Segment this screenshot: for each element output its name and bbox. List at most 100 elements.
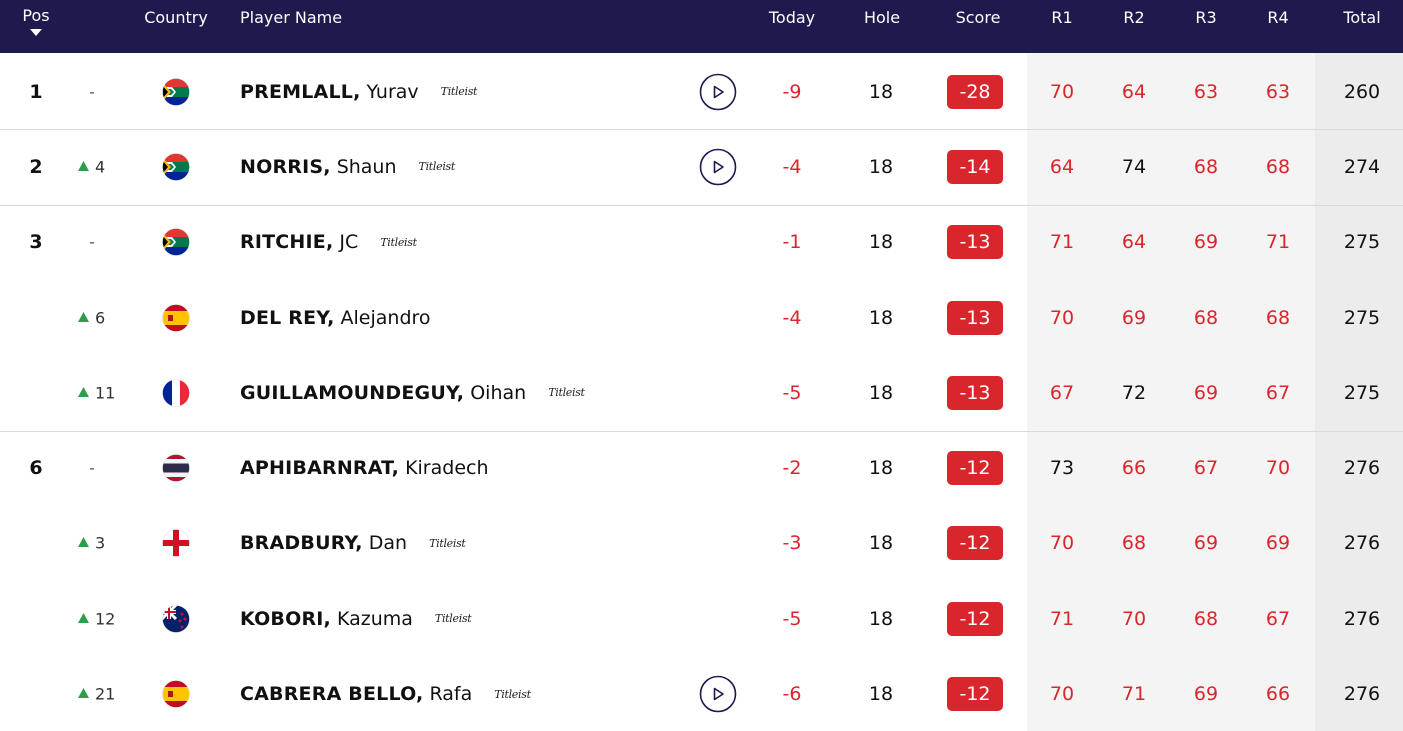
surname: APHIBARNRAT, xyxy=(240,457,400,480)
col-hole: Hole xyxy=(863,8,901,27)
position: 3 xyxy=(29,231,43,254)
round-score: 71 xyxy=(1265,231,1291,254)
round-score: 67 xyxy=(1049,381,1075,404)
round-score: 67 xyxy=(1193,457,1219,480)
round-score: 70 xyxy=(1049,306,1075,329)
round-score: 72 xyxy=(1121,381,1147,404)
sort-caret[interactable] xyxy=(30,29,42,36)
player[interactable]: KOBORI, Kazuma Titleist xyxy=(240,608,472,630)
play-video[interactable] xyxy=(699,675,737,713)
country-flag xyxy=(162,680,190,708)
round-score: 63 xyxy=(1193,80,1219,103)
move: 3 xyxy=(95,533,106,553)
player[interactable]: NORRIS, Shaun Titleist xyxy=(240,156,455,178)
round-score: 71 xyxy=(1049,231,1075,254)
round-score: 63 xyxy=(1265,80,1291,103)
round-score: 69 xyxy=(1193,532,1219,555)
score: -12 xyxy=(947,451,1003,486)
player[interactable]: RITCHIE, JC Titleist xyxy=(240,231,417,253)
hole: 18 xyxy=(868,457,894,480)
hole: 18 xyxy=(868,80,894,103)
country-flag xyxy=(162,77,190,106)
first-name: Dan xyxy=(368,532,408,555)
total: 275 xyxy=(1343,306,1381,329)
round-score: 69 xyxy=(1193,381,1219,404)
hole: 18 xyxy=(868,683,894,706)
total: 275 xyxy=(1343,381,1381,404)
total: 276 xyxy=(1343,532,1381,555)
today: -3 xyxy=(782,532,802,555)
move: 12 xyxy=(95,609,116,629)
surname: DEL REY, xyxy=(240,306,335,329)
first-name: Alejandro xyxy=(340,306,431,329)
score: -12 xyxy=(947,601,1003,636)
hole: 18 xyxy=(868,607,894,630)
surname: PREMLALL, xyxy=(240,80,361,103)
total-bg xyxy=(1315,53,1403,731)
move-up-arrow xyxy=(78,688,89,699)
move-up-arrow xyxy=(78,311,89,322)
brand-logo: Titleist xyxy=(434,612,472,626)
surname: CABRERA BELLO, xyxy=(240,683,424,706)
first-name: Oihan xyxy=(470,381,527,404)
player[interactable]: PREMLALL, Yurav Titleist xyxy=(240,81,477,103)
today: -5 xyxy=(782,607,802,630)
surname: BRADBURY, xyxy=(240,532,363,555)
row-separator xyxy=(0,430,1403,432)
brand-logo: Titleist xyxy=(429,536,466,550)
player[interactable]: GUILLAMOUNDEGUY, Oihan Titleist xyxy=(240,382,585,404)
move: 21 xyxy=(95,684,116,704)
round-score: 68 xyxy=(1265,155,1291,178)
first-name: Kiradech xyxy=(405,457,489,480)
score: -12 xyxy=(947,677,1003,712)
position: 1 xyxy=(29,80,43,103)
col-country: Country xyxy=(144,8,208,27)
col-today: Today xyxy=(768,8,816,27)
today: -6 xyxy=(782,683,802,706)
move: 11 xyxy=(95,383,116,403)
play-video[interactable] xyxy=(699,73,737,111)
brand-logo: Titleist xyxy=(548,386,585,400)
col-player: Player Name xyxy=(240,8,343,27)
player[interactable]: CABRERA BELLO, Rafa Titleist xyxy=(240,683,531,705)
col-r2: R2 xyxy=(1123,8,1145,27)
total: 276 xyxy=(1343,457,1381,480)
country-flag xyxy=(162,529,190,558)
today: -2 xyxy=(782,457,802,480)
country-flag xyxy=(162,454,190,482)
move-up-arrow xyxy=(78,386,89,397)
play-video[interactable] xyxy=(699,148,737,186)
today: -5 xyxy=(782,381,802,404)
today: -4 xyxy=(782,155,802,178)
round-score: 67 xyxy=(1265,607,1291,630)
round-score: 69 xyxy=(1193,231,1219,254)
hole: 18 xyxy=(868,306,894,329)
round-score: 74 xyxy=(1121,155,1147,178)
round-score: 68 xyxy=(1193,607,1219,630)
hole: 18 xyxy=(868,155,894,178)
col-total: Total xyxy=(1343,8,1381,27)
row-separator xyxy=(0,129,1403,131)
player[interactable]: DEL REY, Alejandro xyxy=(240,307,431,329)
header: Pos Country Player Name Today Hole Score… xyxy=(0,0,1403,53)
move: 6 xyxy=(95,308,106,328)
total: 274 xyxy=(1343,155,1381,178)
player[interactable]: BRADBURY, Dan Titleist xyxy=(240,532,466,554)
surname: GUILLAMOUNDEGUY, xyxy=(240,381,465,404)
col-r4: R4 xyxy=(1267,8,1289,27)
round-score: 70 xyxy=(1049,683,1075,706)
round-score: 67 xyxy=(1265,381,1291,404)
country-flag xyxy=(162,228,190,256)
hole: 18 xyxy=(868,231,894,254)
row-separator xyxy=(0,204,1403,206)
score: -13 xyxy=(947,225,1003,260)
first-name: Shaun xyxy=(336,155,397,178)
round-score: 66 xyxy=(1121,457,1147,480)
col-pos[interactable]: Pos xyxy=(22,6,50,25)
hole: 18 xyxy=(868,532,894,555)
round-score: 68 xyxy=(1265,306,1291,329)
col-r3: R3 xyxy=(1195,8,1217,27)
player[interactable]: APHIBARNRAT, Kiradech xyxy=(240,457,489,479)
surname: NORRIS, xyxy=(240,155,331,178)
rounds-bg xyxy=(1027,53,1315,731)
